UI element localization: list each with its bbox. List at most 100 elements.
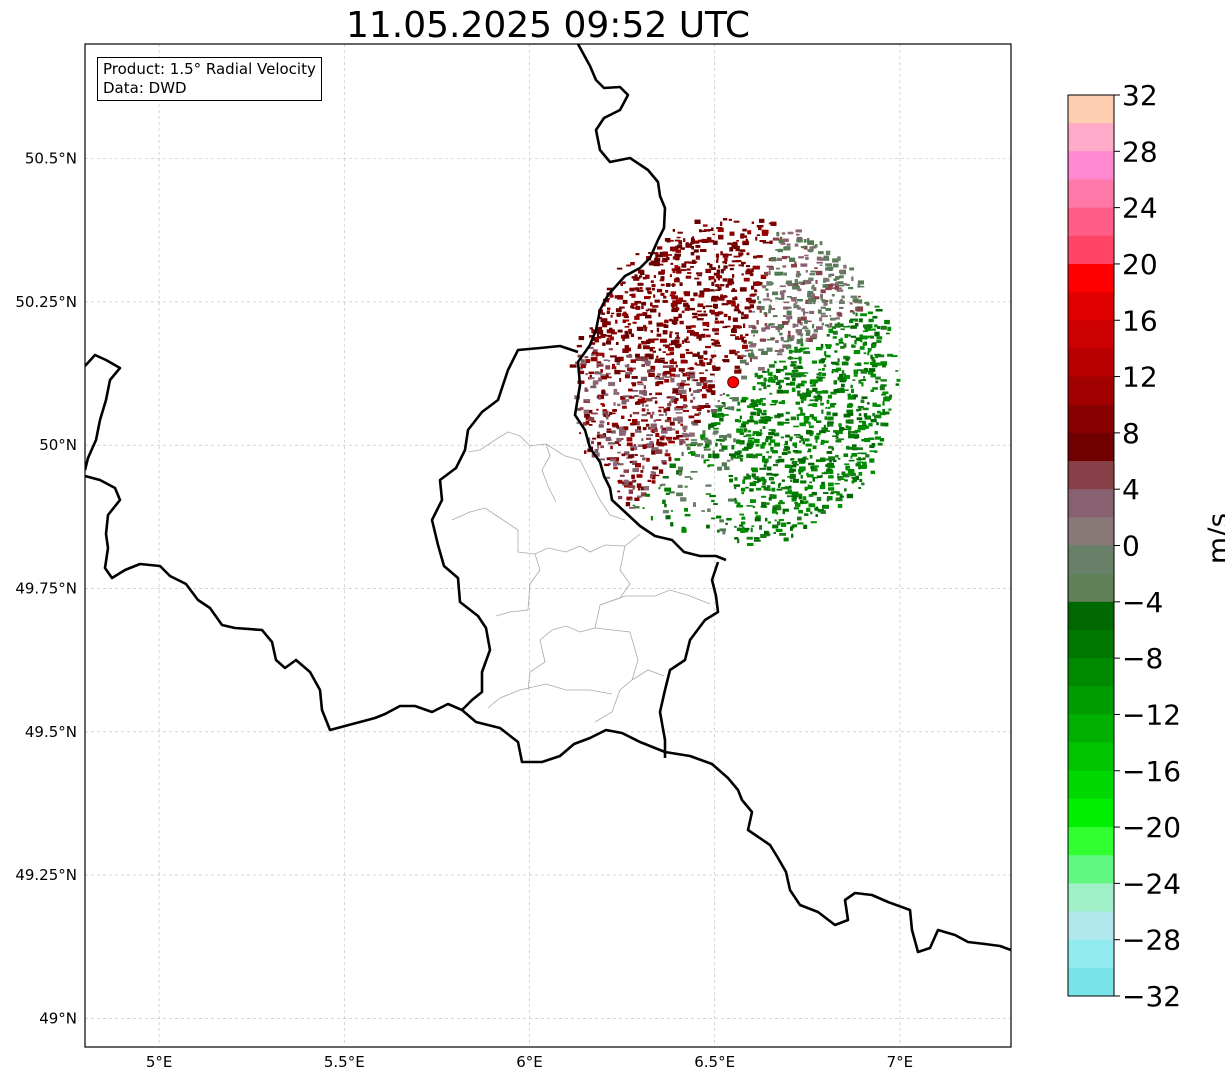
echo-gate — [781, 321, 789, 325]
echo-gate — [870, 354, 873, 360]
echo-gate — [601, 403, 605, 407]
echo-gate — [848, 286, 854, 290]
echo-gate — [630, 305, 635, 309]
echo-gate — [661, 430, 668, 434]
echo-gate — [696, 407, 702, 411]
echo-gate — [640, 486, 646, 491]
echo-gate — [681, 340, 685, 344]
echo-gate — [850, 295, 857, 298]
echo-gate — [719, 528, 726, 532]
echo-gate — [717, 400, 720, 403]
echo-gate — [851, 453, 858, 457]
echo-gate — [869, 458, 875, 463]
echo-gate — [753, 408, 761, 410]
echo-gate — [729, 231, 735, 236]
echo-gate — [710, 339, 715, 341]
echo-gate — [862, 461, 867, 466]
echo-gate — [764, 313, 768, 317]
echo-gate — [676, 435, 683, 438]
echo-gate — [675, 412, 683, 414]
echo-gate — [675, 437, 680, 440]
echo-gate — [792, 497, 797, 500]
echo-gate — [627, 368, 633, 371]
echo-gate — [714, 422, 721, 425]
echo-gate — [801, 383, 805, 387]
echo-gate — [656, 355, 659, 359]
echo-gate — [810, 521, 817, 524]
echo-gate — [676, 334, 679, 338]
echo-gate — [743, 429, 747, 433]
echo-gate — [672, 417, 680, 421]
echo-gate — [775, 381, 781, 386]
echo-gate — [861, 452, 867, 455]
echo-gate — [820, 390, 826, 394]
echo-gate — [776, 488, 783, 491]
echo-gate — [766, 485, 771, 489]
colorbar-tick-label: −16 — [1122, 755, 1181, 788]
echo-gate — [849, 310, 854, 313]
echo-gate — [739, 457, 743, 462]
echo-gate — [697, 313, 703, 317]
echo-gate — [771, 473, 779, 476]
echo-gate — [798, 256, 804, 259]
echo-gate — [729, 453, 736, 456]
echo-gate — [818, 372, 822, 376]
echo-gate — [808, 462, 815, 466]
map-frame — [84, 43, 1012, 1048]
echo-gate — [777, 413, 784, 417]
colorbar-segment — [1068, 545, 1114, 575]
echo-gate — [717, 412, 724, 416]
echo-gate — [698, 294, 705, 298]
echo-gate — [812, 382, 816, 386]
echo-gate — [751, 351, 754, 354]
echo-gate — [634, 287, 640, 291]
echo-gate — [684, 513, 691, 517]
echo-gate — [748, 437, 755, 440]
echo-gate — [825, 464, 828, 467]
echo-gate — [768, 364, 775, 368]
echo-gate — [742, 344, 748, 349]
echo-gate — [871, 364, 878, 368]
echo-gate — [666, 417, 672, 421]
echo-gate — [757, 478, 761, 482]
echo-gate — [815, 347, 823, 351]
echo-gate — [620, 282, 623, 286]
echo-gate — [721, 303, 729, 306]
echo-gate — [691, 237, 694, 241]
echo-gate — [646, 339, 651, 344]
echo-gate — [760, 416, 767, 419]
echo-gate — [654, 360, 661, 363]
echo-gate — [820, 343, 824, 349]
echo-gate — [883, 422, 889, 427]
echo-gate — [699, 229, 702, 233]
echo-gate — [601, 312, 605, 315]
echo-gate — [661, 483, 666, 486]
echo-gate — [822, 372, 826, 376]
echo-gate — [705, 403, 709, 405]
echo-gate — [783, 537, 789, 542]
echo-gate — [829, 459, 832, 463]
echo-gate — [857, 285, 865, 288]
echo-gate — [712, 432, 718, 435]
echo-gate — [828, 418, 831, 421]
echo-gate — [817, 309, 822, 314]
echo-gate — [719, 443, 722, 446]
echo-gate — [690, 251, 695, 256]
echo-gate — [815, 379, 819, 384]
colorbar-segment — [1068, 601, 1114, 631]
echo-gate — [713, 427, 719, 430]
echo-gate — [807, 474, 814, 478]
echo-gate — [882, 391, 889, 394]
echo-gate — [589, 335, 593, 338]
echo-gate — [704, 405, 711, 408]
echo-gate — [723, 265, 728, 269]
echo-gate — [837, 358, 840, 363]
echo-gate — [632, 383, 636, 387]
echo-gate — [719, 295, 723, 298]
echo-gate — [828, 274, 832, 278]
echo-gate — [854, 301, 861, 304]
echo-gate — [681, 451, 684, 457]
echo-gate — [705, 334, 711, 338]
echo-gate — [670, 510, 673, 512]
echo-gate — [656, 254, 663, 258]
